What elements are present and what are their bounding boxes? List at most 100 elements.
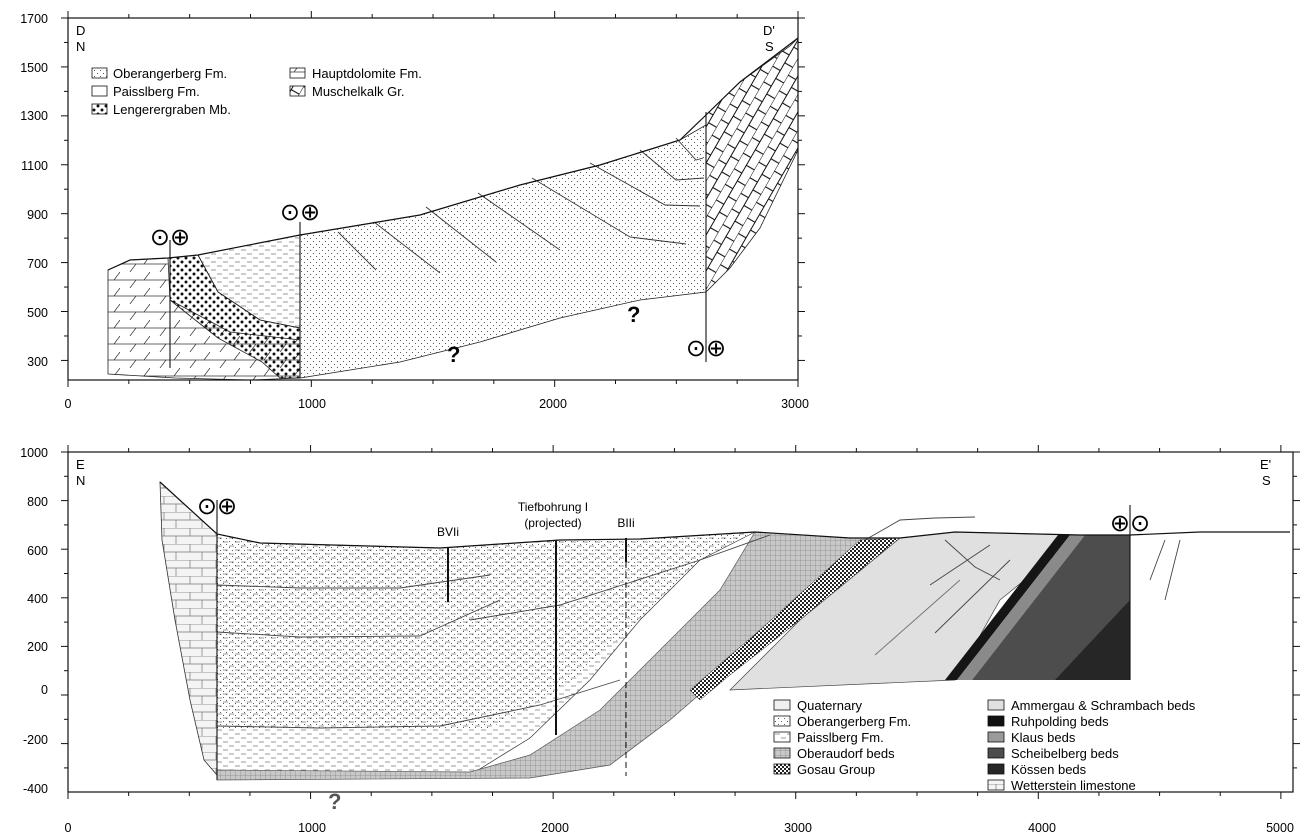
- top-bedding-line: [425, 206, 497, 263]
- bottom-right-label-e-prime: E': [1260, 457, 1271, 472]
- legend-label: Oberaudorf beds: [797, 746, 895, 761]
- bottom-bedding-line: [216, 679, 621, 729]
- bottom-fault-symbol-right: ⊕⊙: [1110, 510, 1150, 537]
- top-topographic-surface: [107, 37, 799, 271]
- top-legend: Oberangerberg Fm. Paisslberg Fm. Lengere…: [91, 66, 422, 117]
- top-bedding-line: [675, 137, 704, 161]
- well-label-tiefbohrung: Tiefbohrung I: [518, 500, 588, 514]
- bottom-y-tick-600: 600: [27, 544, 48, 558]
- top-axis-ticks: [61, 11, 805, 387]
- bottom-bedding-line: [944, 539, 1001, 581]
- top-x-tick-3000: 3000: [781, 397, 809, 411]
- bottom-fault-symbol-left: ⊙⊕: [197, 493, 237, 520]
- legend-label: Paisslberg Fm.: [113, 84, 200, 99]
- bottom-cross-section: BVIi Tiefbohrung I (projected) BIIi ⊙⊕ ⊕…: [20, 445, 1300, 835]
- top-y-tick-1300: 1300: [20, 109, 48, 123]
- bottom-topographic-surface: [159, 481, 1290, 549]
- legend-label: Muschelkalk Gr.: [312, 84, 404, 99]
- bottom-x-tick-2000: 2000: [541, 821, 569, 835]
- bottom-bedding-line: [469, 534, 771, 621]
- bottom-y-tick-minus200: -200: [23, 733, 48, 747]
- top-fault-symbol-3: ⊙⊕: [686, 335, 726, 362]
- legend-label: Ruhpolding beds: [1011, 714, 1109, 729]
- legend-swatch-muschelkalk: [289, 85, 306, 97]
- top-bedding-line: [477, 192, 561, 251]
- top-oberangerberg-body: [299, 124, 707, 379]
- bottom-legend: Quaternary Oberangerberg Fm. Paisslberg …: [773, 698, 1196, 793]
- well-label-blli: BIIi: [617, 516, 634, 530]
- top-y-tick-300: 300: [27, 355, 48, 369]
- bottom-x-tick-3000: 3000: [784, 821, 812, 835]
- bottom-koessen-body: [1055, 600, 1130, 680]
- legend-label: Gosau Group: [797, 762, 875, 777]
- bottom-bedding-line: [874, 579, 961, 656]
- legend-swatch-oberaudorf: [773, 747, 791, 759]
- top-left-label-n: N: [76, 39, 85, 54]
- legend-label: Hauptdolomite Fm.: [312, 66, 422, 81]
- bottom-left-label-e: E: [76, 457, 85, 472]
- legend-label: Klaus beds: [1011, 730, 1076, 745]
- legend-swatch-paisslberg: [773, 731, 791, 743]
- bottom-y-tick-1000: 1000: [20, 446, 48, 460]
- legend-swatch-paisslberg: [91, 85, 108, 97]
- legend-swatch-scheibelberg: [987, 747, 1005, 759]
- legend-swatch-ruhpolding: [987, 715, 1005, 727]
- bottom-bedding-line: [934, 559, 1011, 634]
- top-question-mark-2: ?: [627, 302, 640, 327]
- top-bedding-line: [589, 162, 701, 207]
- top-x-tick-2000: 2000: [539, 397, 567, 411]
- bottom-bedding-line: [216, 599, 501, 638]
- top-fault-symbol-1: ⊙⊕: [150, 224, 190, 251]
- bottom-ruhpolding-band: [945, 535, 1070, 680]
- top-cross-section: ⊙⊕ ⊙⊕ ⊙⊕ ? ? 1700 1500 1300 1100 900 700…: [20, 11, 809, 411]
- top-y-tick-700: 700: [27, 257, 48, 271]
- bottom-x-tick-5000: 5000: [1266, 821, 1294, 835]
- bottom-y-tick-800: 800: [27, 495, 48, 509]
- top-y-tick-1500: 1500: [20, 61, 48, 75]
- legend-label: Oberangerberg Fm.: [797, 714, 911, 729]
- bottom-x-tick-0: 0: [65, 821, 72, 835]
- legend-swatch-oberangerberg: [773, 715, 791, 727]
- legend-label: Lengerergraben Mb.: [113, 102, 231, 117]
- top-x-tick-0: 0: [65, 397, 72, 411]
- legend-swatch-hauptdolomite: [289, 67, 306, 79]
- top-bedding-line: [639, 149, 705, 181]
- bottom-bedding-line: [1149, 539, 1166, 581]
- bottom-bedding-line: [1164, 539, 1181, 601]
- legend-swatch-wetterstein: [987, 779, 1005, 791]
- top-question-mark-1: ?: [447, 342, 460, 367]
- top-y-tick-500: 500: [27, 306, 48, 320]
- legend-label: Paisslberg Fm.: [797, 730, 884, 745]
- top-y-tick-1700: 1700: [20, 12, 48, 26]
- top-right-label-s: S: [765, 39, 774, 54]
- bottom-bedding-line: [216, 574, 491, 589]
- top-right-label-d-prime: D': [763, 23, 775, 38]
- top-y-tick-900: 900: [27, 208, 48, 222]
- bottom-y-tick-400: 400: [27, 592, 48, 606]
- bottom-bedding-line: [929, 544, 991, 586]
- bottom-right-label-s: S: [1262, 473, 1271, 488]
- bottom-question-mark: ?: [328, 789, 341, 814]
- legend-label: Scheibelberg beds: [1011, 746, 1119, 761]
- top-bedding-line: [373, 221, 441, 274]
- top-x-tick-1000: 1000: [298, 397, 326, 411]
- top-y-tick-1100: 1100: [21, 159, 48, 173]
- legend-swatch-ammergau: [987, 699, 1005, 711]
- bottom-left-label-n: N: [76, 473, 85, 488]
- legend-label: Quaternary: [797, 698, 863, 713]
- well-label-projected: (projected): [524, 516, 581, 530]
- bottom-y-tick-minus400: -400: [23, 782, 48, 796]
- legend-label: Kössen beds: [1011, 762, 1087, 777]
- legend-swatch-koessen: [987, 763, 1005, 775]
- bottom-klaus-band: [957, 535, 1085, 680]
- bottom-oberangerberg-body: [217, 532, 755, 728]
- bottom-y-tick-0: 0: [41, 683, 48, 697]
- legend-swatch-quaternary: [773, 699, 791, 711]
- bottom-x-tick-1000: 1000: [298, 821, 326, 835]
- top-bedding-line: [337, 231, 377, 271]
- legend-swatch-klaus: [987, 731, 1005, 743]
- top-left-label-d: D: [76, 23, 85, 38]
- bottom-axis-ticks: [61, 445, 1300, 799]
- legend-swatch-oberangerberg: [91, 67, 108, 79]
